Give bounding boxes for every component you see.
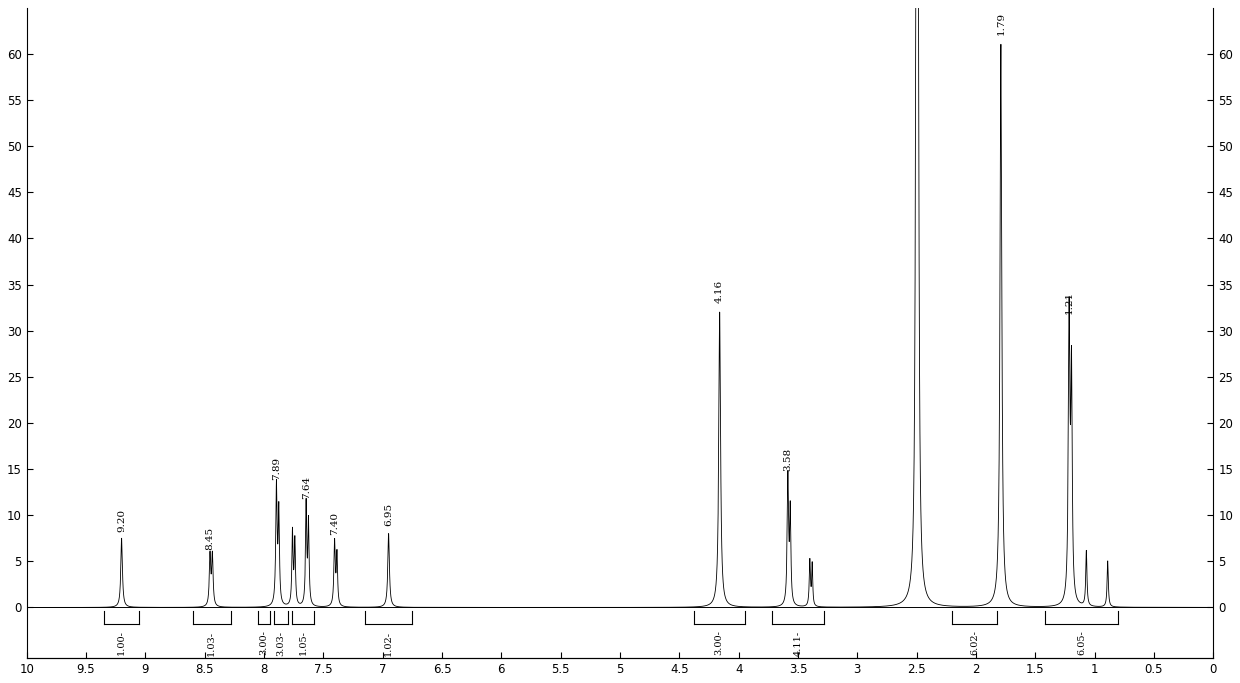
- Text: 3.58: 3.58: [784, 448, 792, 471]
- Text: 7.40: 7.40: [330, 512, 339, 535]
- Text: 4.11-: 4.11-: [794, 630, 802, 656]
- Text: 7.64: 7.64: [301, 475, 311, 499]
- Text: 4.16: 4.16: [715, 280, 724, 303]
- Text: 1.21: 1.21: [1065, 291, 1074, 314]
- Text: 1.02-: 1.02-: [384, 630, 393, 656]
- Text: 3.00-: 3.00-: [714, 630, 724, 656]
- Text: 1.00-: 1.00-: [117, 630, 126, 656]
- Text: 6.05-: 6.05-: [1078, 630, 1086, 655]
- Text: 6.02-: 6.02-: [971, 630, 980, 656]
- Text: 1.03-: 1.03-: [207, 630, 216, 656]
- Text: 1.05-: 1.05-: [299, 630, 308, 656]
- Text: 1.79: 1.79: [997, 12, 1006, 36]
- Text: 7.89: 7.89: [272, 457, 281, 480]
- Text: 3.03-: 3.03-: [277, 630, 285, 656]
- Text: 3.00-: 3.00-: [259, 630, 269, 656]
- Text: 9.20: 9.20: [117, 509, 126, 532]
- Text: 8.45: 8.45: [206, 527, 215, 550]
- Text: 6.95: 6.95: [384, 503, 393, 526]
